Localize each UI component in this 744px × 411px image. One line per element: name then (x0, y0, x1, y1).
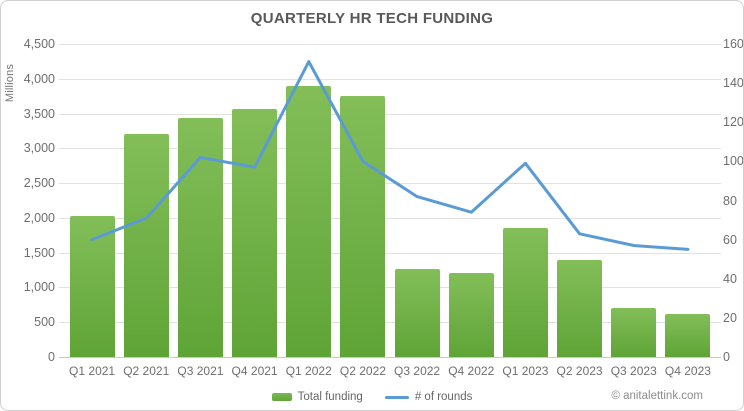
x-axis-label: Q2 2023 (556, 364, 603, 378)
x-axis-label: Q1 2022 (285, 364, 332, 378)
bar-q1-2022 (286, 85, 332, 357)
right-axis-tick: 20 (723, 310, 737, 325)
legend-item-total-funding: Total funding (271, 391, 363, 403)
legend: Total funding # of rounds (1, 391, 743, 403)
x-axis-label: Q2 2021 (123, 364, 170, 378)
right-axis-tick: 40 (723, 271, 737, 286)
plot-area (59, 44, 721, 358)
gridline (59, 113, 721, 115)
right-axis-tick: 120 (723, 115, 744, 130)
x-axis-label: Q4 2022 (448, 364, 495, 378)
x-axis-label: Q3 2022 (394, 364, 441, 378)
left-axis-tick: 4,500 (23, 37, 55, 51)
legend-bar-label: Total funding (297, 391, 363, 403)
watermark-credit: © anitalettink.com (611, 390, 703, 402)
x-axis-label: Q3 2023 (610, 364, 657, 378)
left-axis-tick: 4,000 (23, 71, 55, 86)
bar-q3-2022 (394, 269, 440, 357)
chart-title: QUARTERLY HR TECH FUNDING (250, 10, 494, 27)
bar-q1-2023 (502, 228, 548, 357)
x-axis-label: Q1 2023 (502, 364, 549, 378)
x-axis-label: Q1 2021 (69, 364, 116, 378)
gridline (59, 287, 721, 289)
left-axis-tick: 2,500 (23, 176, 55, 191)
bar-q2-2023 (557, 259, 603, 357)
x-axis-label: Q4 2023 (664, 364, 711, 378)
right-axis-tick: 140 (723, 76, 744, 91)
right-axis-tick: 160 (723, 37, 744, 51)
bar-q4-2021 (232, 108, 278, 357)
gridline (59, 322, 721, 324)
gridline (59, 78, 721, 80)
bar-q2-2021 (123, 133, 169, 357)
left-axis-tick: 500 (34, 315, 55, 330)
bar-q3-2023 (611, 308, 657, 357)
bar-q4-2023 (665, 313, 711, 357)
right-axis-tick: 60 (723, 232, 737, 247)
gridline (59, 44, 721, 45)
right-axis-tick: 80 (723, 193, 737, 208)
x-axis-label: Q2 2022 (339, 364, 386, 378)
bar-q4-2022 (448, 272, 494, 357)
legend-line-label: # of rounds (414, 391, 473, 403)
left-axis-tick: 0 (48, 350, 55, 364)
line-swatch-icon (384, 395, 409, 399)
left-axis-tick: 1,000 (23, 280, 55, 295)
gridline (59, 183, 721, 185)
legend-item-rounds: # of rounds (384, 391, 473, 403)
rounds-line (90, 60, 690, 251)
bar-swatch-icon (271, 393, 292, 401)
right-axis-tick: 100 (723, 154, 744, 169)
x-axis-line (59, 357, 721, 358)
right-axis-tick: 0 (723, 350, 730, 364)
left-axis-tick: 1,500 (23, 245, 55, 260)
gridline (59, 252, 721, 254)
left-axis-tick: 3,000 (23, 141, 55, 156)
gridline (59, 217, 721, 219)
gridline (59, 148, 721, 150)
left-axis-tick: 3,500 (23, 106, 55, 121)
left-axis-tick: 2,000 (23, 210, 55, 225)
x-axis-label: Q4 2021 (231, 364, 278, 378)
bar-q2-2022 (340, 96, 386, 357)
x-axis-label: Q3 2021 (177, 364, 224, 378)
line-series (90, 60, 690, 251)
